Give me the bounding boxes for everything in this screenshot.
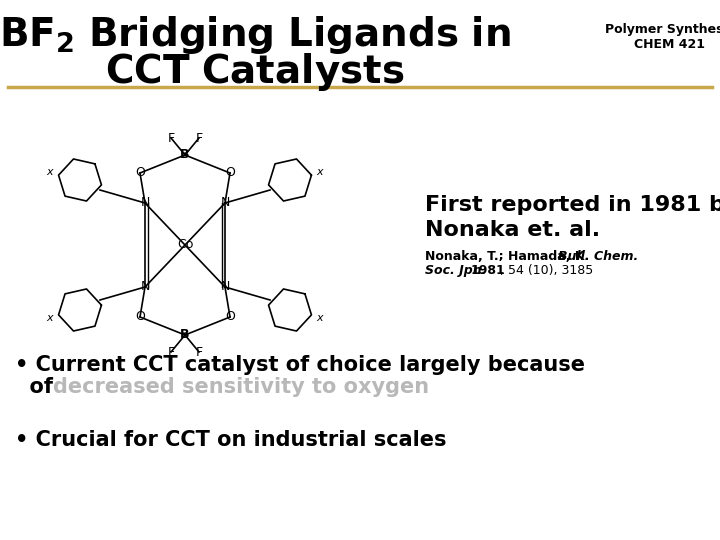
Text: CHEM 421: CHEM 421 [634, 37, 706, 51]
Text: x: x [317, 313, 323, 323]
Text: B: B [180, 148, 190, 161]
Text: O: O [135, 166, 145, 179]
Text: F: F [168, 346, 174, 359]
Text: Bull. Chem.: Bull. Chem. [558, 250, 638, 263]
Text: • Crucial for CCT on industrial scales: • Crucial for CCT on industrial scales [15, 430, 446, 450]
Text: N: N [140, 197, 150, 210]
Text: O: O [225, 166, 235, 179]
Text: , 54 (10), 3185: , 54 (10), 3185 [500, 264, 593, 277]
Text: F: F [195, 132, 202, 145]
Text: of: of [15, 377, 60, 397]
Text: Soc. Jpn.: Soc. Jpn. [425, 264, 491, 277]
Text: Co: Co [177, 239, 193, 252]
Text: decreased sensitivity to oxygen: decreased sensitivity to oxygen [53, 377, 429, 397]
Text: N: N [220, 280, 230, 294]
Text: x: x [47, 313, 53, 323]
Text: O: O [225, 310, 235, 323]
Text: • Current CCT catalyst of choice largely because: • Current CCT catalyst of choice largely… [15, 355, 585, 375]
Text: F: F [195, 346, 202, 359]
Text: Polymer Synthesis: Polymer Synthesis [605, 24, 720, 37]
Text: Nonaka, T.; Hamada, K.: Nonaka, T.; Hamada, K. [425, 250, 593, 263]
Text: $\mathbf{BF_2}$$\mathbf{\ Bridging\ Ligands\ in}$: $\mathbf{BF_2}$$\mathbf{\ Bridging\ Liga… [0, 14, 511, 56]
Text: x: x [317, 167, 323, 177]
Text: x: x [47, 167, 53, 177]
Text: O: O [135, 310, 145, 323]
Text: B: B [180, 328, 190, 341]
Text: $\mathbf{CCT\ Catalysts}$: $\mathbf{CCT\ Catalysts}$ [105, 51, 405, 93]
Text: N: N [140, 280, 150, 294]
Text: First reported in 1981 by
Nonaka et. al.: First reported in 1981 by Nonaka et. al. [425, 195, 720, 240]
Text: 1981: 1981 [471, 264, 505, 277]
Text: F: F [168, 132, 174, 145]
Text: N: N [220, 197, 230, 210]
